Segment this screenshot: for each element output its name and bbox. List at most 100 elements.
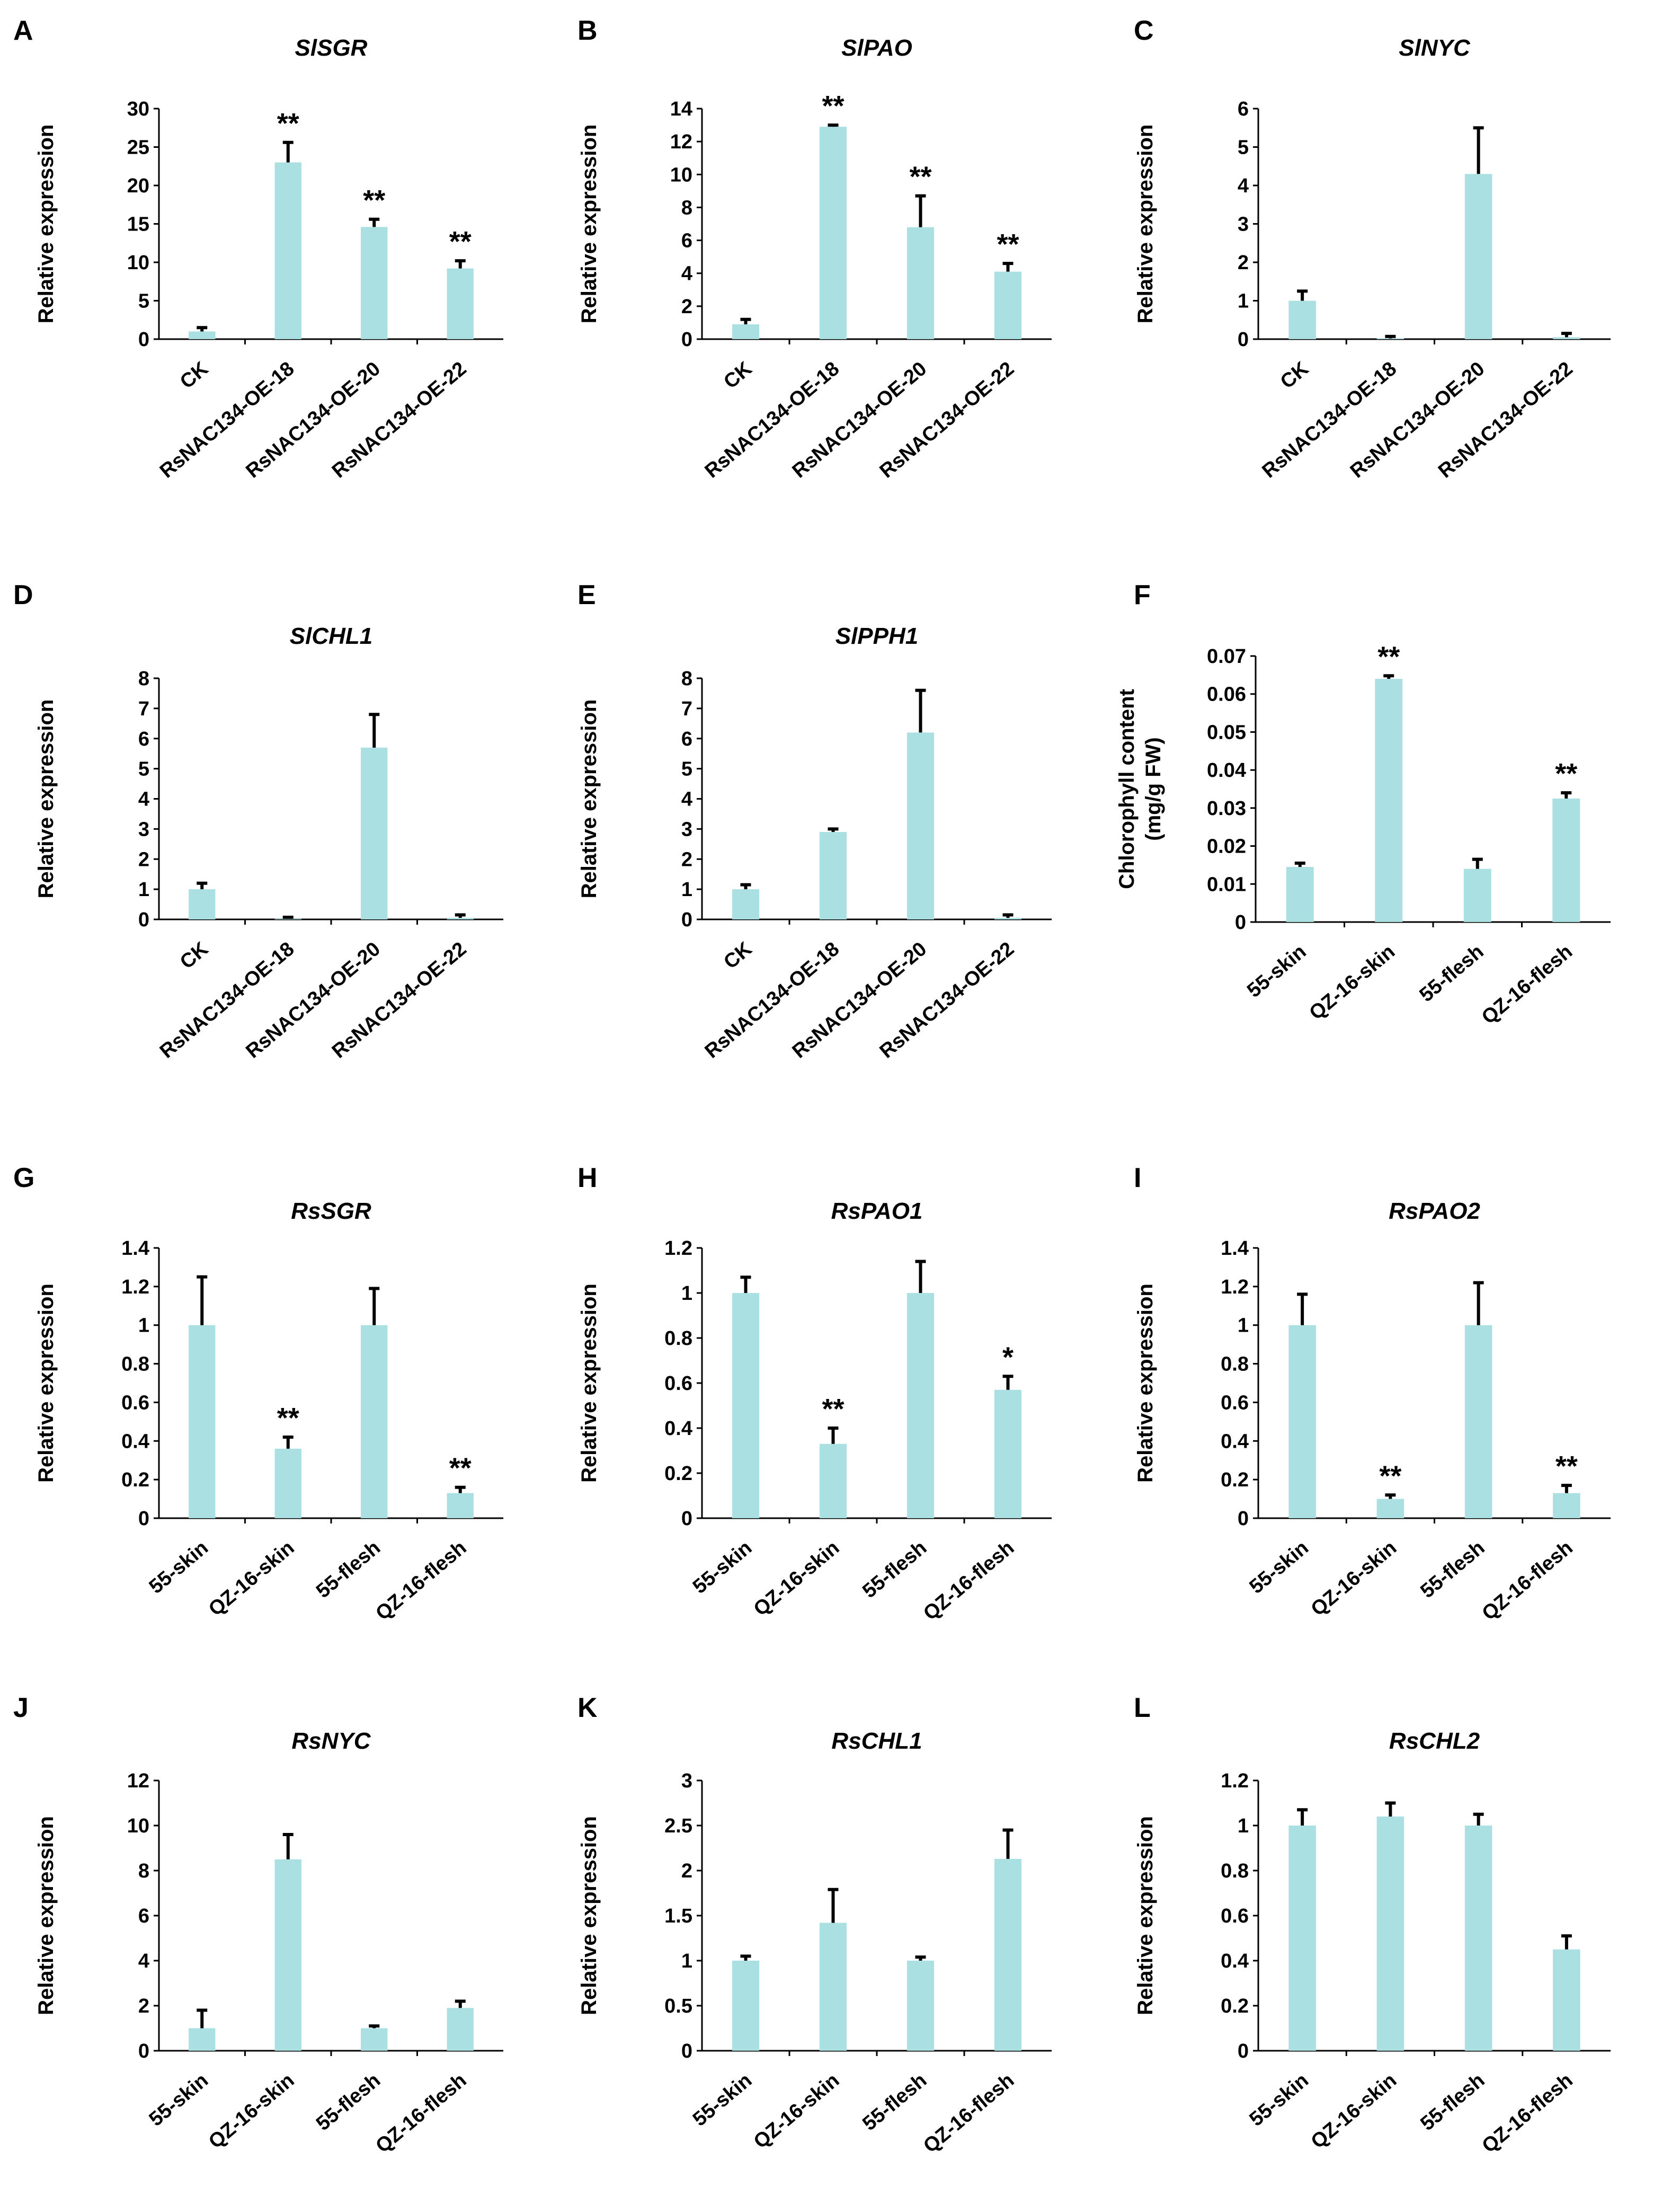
x-tick-label: 55-flesh	[312, 1537, 385, 1602]
x-tick-label: 55-flesh	[858, 2069, 931, 2135]
x-tick-label: 55-flesh	[858, 1537, 931, 1602]
bar-d-1	[189, 889, 216, 919]
y-tick-label: 0	[681, 909, 692, 931]
chart-title-l: RsCHL2	[1389, 1728, 1480, 1754]
y-tick-label: 4	[138, 1950, 149, 1972]
y-tick-label: 0.07	[1207, 645, 1246, 668]
bar-j-2	[274, 1859, 301, 2051]
y-tick-label: 14	[670, 98, 692, 120]
y-tick-label: 0.8	[664, 1327, 692, 1350]
y-tick-label: 1	[1238, 1815, 1249, 1837]
y-tick-label: 0.6	[664, 1372, 692, 1395]
y-tick-label: 0	[138, 1508, 149, 1530]
bar-k-3	[906, 1961, 935, 2051]
significance-marker: **	[363, 184, 385, 216]
bar-b-2	[819, 127, 847, 339]
bar-l-2	[1376, 1817, 1405, 2051]
panel-letter-i: I	[1134, 1163, 1141, 1193]
y-tick-label: 1	[1238, 1315, 1249, 1337]
y-tick-label: 3	[138, 818, 149, 840]
y-tick-label: 1.5	[664, 1905, 692, 1927]
bar-i-2	[1376, 1499, 1405, 1518]
y-tick-label: 12	[127, 1770, 149, 1792]
panel-b: B SlPAO 0 2 4 6 8 10 12 14 Relative expression CK **…	[577, 15, 1052, 483]
y-tick-label: 0.8	[121, 1353, 149, 1376]
y-tick-label: 0.5	[664, 1995, 692, 2017]
chart-title-i: RsPAO2	[1389, 1198, 1480, 1224]
y-tick-label: 1	[681, 1950, 692, 1972]
bar-f-1	[1286, 867, 1314, 922]
y-axis-label-unit-f: (mg/g FW)	[1142, 737, 1165, 841]
y-tick-label: 4	[138, 789, 149, 811]
x-tick-label: QZ-16-skin	[205, 2069, 298, 2153]
y-axis-label-f: Chlorophyll content	[1115, 689, 1139, 889]
y-tick-label: 0.8	[1221, 1860, 1249, 1882]
y-axis-label-a: Relative expression	[34, 125, 58, 324]
y-tick-label: 0	[138, 2040, 149, 2062]
bar-d-3	[361, 747, 388, 919]
y-tick-label: 0	[1238, 2040, 1249, 2062]
x-tick-label: 55-skin	[145, 1537, 212, 1598]
panel-g: G RsSGR 0 0.2 0.4 0.6 0.8 1 1.2 1.4 Relative expre…	[13, 1163, 503, 1625]
y-tick-label: 0	[681, 329, 692, 351]
y-tick-label: 0.02	[1207, 836, 1246, 858]
bar-l-1	[1288, 1826, 1316, 2051]
y-tick-label: 0.2	[1221, 1469, 1249, 1491]
y-tick-label: 0.4	[121, 1430, 149, 1452]
y-tick-label: 8	[681, 197, 692, 219]
y-tick-label: 2	[1238, 252, 1249, 274]
y-tick-label: 3	[681, 1770, 692, 1792]
significance-marker: **	[449, 226, 472, 258]
bar-a-1	[189, 331, 216, 339]
x-tick-label: 55-flesh	[1416, 1537, 1489, 1602]
y-tick-label: 0.2	[121, 1469, 149, 1491]
x-tick-label: CK	[176, 357, 212, 393]
y-tick-label: 6	[1238, 98, 1249, 120]
panel-l: L RsCHL2 0 0.2 0.4 0.6 0.8 1 1.2 Relative express…	[1134, 1693, 1611, 2157]
bar-k-2	[819, 1923, 847, 2051]
bar-h-1	[732, 1293, 760, 1518]
y-tick-label: 10	[670, 164, 692, 186]
panel-letter-l: L	[1134, 1693, 1151, 1723]
significance-marker: **	[822, 90, 844, 122]
significance-marker: **	[1379, 1460, 1401, 1492]
bar-g-1	[189, 1325, 216, 1518]
y-tick-label: 0	[1235, 911, 1246, 934]
y-tick-label: 2	[138, 1995, 149, 2017]
y-tick-label: 12	[670, 131, 692, 153]
bar-h-2	[819, 1443, 847, 1518]
x-tick-label: QZ-16-skin	[1307, 1537, 1401, 1620]
y-tick-label: 1	[681, 1282, 692, 1305]
y-tick-label: 5	[1238, 137, 1249, 159]
y-tick-label: 25	[127, 137, 149, 159]
x-tick-label: QZ-16-skin	[1307, 2069, 1401, 2153]
bar-k-4	[994, 1858, 1022, 2051]
panel-letter-k: K	[577, 1693, 598, 1723]
y-tick-label: 0.6	[121, 1392, 149, 1414]
y-tick-label: 10	[127, 252, 149, 274]
x-tick-label: QZ-16-flesh	[371, 2069, 470, 2158]
x-tick-label: QZ-16-flesh	[1478, 1537, 1577, 1625]
y-tick-label: 8	[138, 668, 149, 690]
y-tick-label: 8	[681, 668, 692, 690]
y-tick-label: 1	[138, 1315, 149, 1337]
bar-e-4	[994, 918, 1022, 919]
significance-marker: **	[997, 228, 1019, 260]
significance-marker: **	[449, 1452, 472, 1484]
bar-l-3	[1464, 1826, 1492, 2051]
y-tick-label: 0.04	[1207, 759, 1246, 782]
y-tick-label: 30	[127, 98, 149, 120]
y-tick-label: 1	[681, 879, 692, 901]
chart-title-b: SlPAO	[841, 35, 912, 61]
y-axis-label-h: Relative expression	[577, 1283, 601, 1483]
chart-title-c: SlNYC	[1399, 35, 1471, 61]
y-axis-label-e: Relative expression	[577, 699, 601, 899]
bar-b-1	[732, 324, 760, 339]
y-tick-label: 4	[1238, 175, 1249, 197]
bar-c-4	[1553, 337, 1580, 339]
panel-a: A SlSGR 0 5 10 15 20 25 30 Relative expression CK *…	[13, 15, 503, 483]
x-tick-label: QZ-16-flesh	[919, 1537, 1018, 1625]
panel-k: K RsCHL1 0 0.5 1 1.5 2 2.5 3 Relative expression 5…	[577, 1693, 1052, 2157]
y-tick-label: 0.4	[1221, 1950, 1249, 1972]
